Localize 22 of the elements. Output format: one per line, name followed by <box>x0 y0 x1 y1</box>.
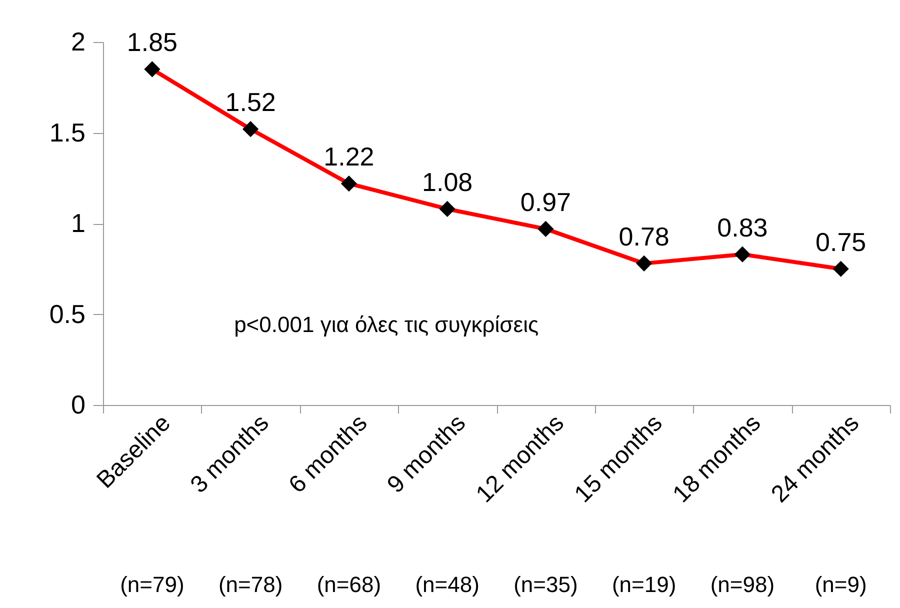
text: (n=78) <box>218 572 283 597</box>
data-label: 0.75 <box>816 226 866 257</box>
data-label: 0.78 <box>618 221 670 252</box>
y-tick-label: 2 <box>71 26 86 56</box>
text: (n=98) <box>710 572 775 597</box>
text: (n=48) <box>415 572 480 597</box>
y-tick-label: 1 <box>71 208 86 238</box>
data-label: 1.08 <box>422 166 473 197</box>
y-tick-label: 1.5 <box>49 117 86 148</box>
data-label: 0.83 <box>717 212 768 242</box>
annotation: p<0.001 για όλες τις συγκρίσεις <box>234 312 539 338</box>
text: (n=68) <box>316 572 382 597</box>
y-tick-label: 0.5 <box>49 298 86 329</box>
text: (n=19) <box>612 572 676 597</box>
data-label: 1.85 <box>126 27 178 58</box>
text: (n=79) <box>120 572 184 597</box>
y-tick-label: 0 <box>71 390 86 420</box>
data-label: 1.22 <box>324 142 374 172</box>
data-label: 0.97 <box>520 186 571 217</box>
text: (n=9) <box>814 572 867 597</box>
text: (n=35) <box>514 572 578 597</box>
data-label: 1.52 <box>225 87 276 118</box>
